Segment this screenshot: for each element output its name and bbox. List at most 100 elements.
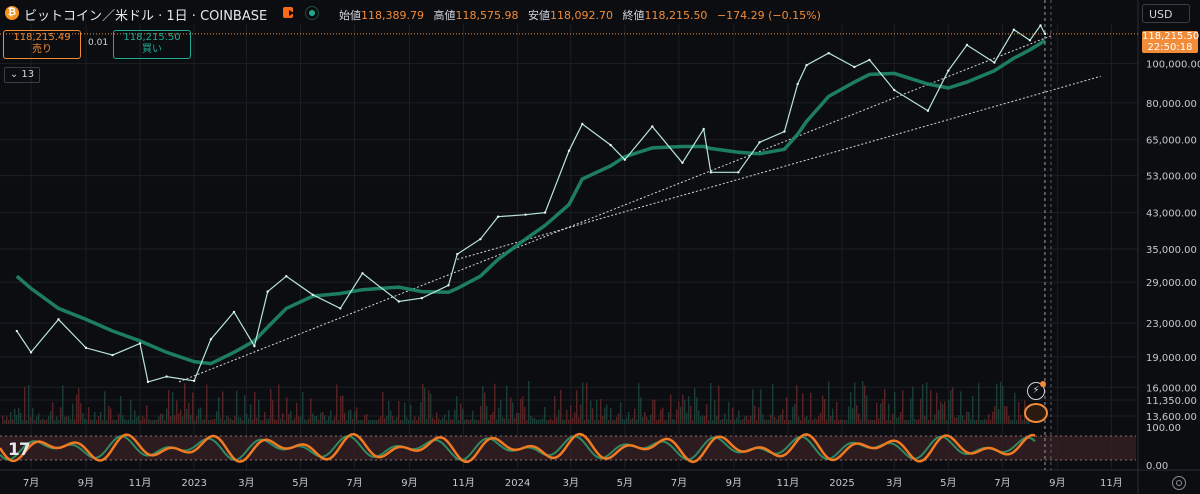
price-point bbox=[609, 143, 612, 147]
volume-bar bbox=[704, 415, 706, 424]
volume-bar bbox=[196, 415, 198, 424]
volume-bar bbox=[356, 407, 358, 424]
flag-icon[interactable] bbox=[283, 7, 294, 18]
volume-bar bbox=[638, 383, 640, 424]
price-point bbox=[827, 51, 830, 55]
volume-bar bbox=[648, 419, 650, 424]
volume-bar bbox=[176, 400, 178, 424]
price-point bbox=[479, 237, 482, 241]
volume-bar bbox=[880, 403, 882, 424]
symbol-title[interactable]: ビットコイン／米ドル · 1日 · COINBASE bbox=[24, 9, 268, 24]
volume-bar bbox=[514, 418, 516, 424]
volume-bar bbox=[226, 415, 228, 424]
currency-select[interactable]: USD bbox=[1142, 4, 1190, 23]
volume-bar bbox=[956, 418, 958, 424]
x-tick-label: 9月 bbox=[726, 477, 742, 489]
volume-bar bbox=[774, 417, 776, 424]
volume-bar bbox=[134, 410, 136, 424]
volume-bar bbox=[216, 411, 218, 424]
volume-bar bbox=[488, 419, 490, 424]
volume-bar bbox=[316, 415, 318, 424]
volume-bar bbox=[214, 418, 216, 424]
settings-icon[interactable] bbox=[1172, 476, 1186, 490]
volume-bar bbox=[48, 415, 50, 424]
volume-bar bbox=[1000, 381, 1002, 424]
volume-bar bbox=[208, 419, 210, 424]
volume-bar bbox=[424, 387, 426, 424]
volume-bar bbox=[466, 418, 468, 424]
volume-bar bbox=[150, 419, 152, 424]
price-point bbox=[947, 69, 950, 72]
volume-bar bbox=[574, 412, 576, 424]
volume-bar bbox=[970, 419, 972, 424]
volume-bar bbox=[792, 406, 794, 424]
volume-bar bbox=[832, 408, 834, 424]
volume-bar bbox=[532, 417, 534, 424]
tradingview-logo-icon[interactable]: 17 bbox=[8, 440, 31, 460]
volume-bar bbox=[764, 419, 766, 424]
alert-icon[interactable]: ⚡ bbox=[1027, 381, 1046, 400]
price-point bbox=[420, 296, 424, 300]
volume-bar bbox=[538, 419, 540, 424]
volume-bar bbox=[600, 398, 602, 424]
price-point bbox=[1012, 28, 1016, 31]
volume-bar bbox=[1014, 392, 1016, 424]
volume-bar bbox=[632, 418, 634, 424]
volume-bar bbox=[32, 407, 34, 424]
volume-bar bbox=[720, 419, 722, 424]
volume-bar bbox=[352, 418, 354, 424]
volume-bar bbox=[502, 417, 504, 424]
volume-bar bbox=[1008, 415, 1010, 424]
volume-bar bbox=[662, 407, 664, 424]
y-tick-label: 53,000.00 bbox=[1146, 172, 1197, 183]
volume-bar bbox=[354, 411, 356, 424]
volume-bar bbox=[86, 419, 88, 424]
volume-bar bbox=[652, 399, 654, 424]
volume-bar bbox=[366, 414, 368, 424]
event-icon[interactable] bbox=[1024, 403, 1048, 423]
volume-bar bbox=[446, 420, 448, 424]
volume-bar bbox=[990, 419, 992, 424]
volume-bar bbox=[620, 402, 622, 424]
volume-bar bbox=[590, 400, 592, 424]
volume-bar bbox=[708, 419, 710, 424]
moving-average-line bbox=[15, 38, 1046, 366]
volume-bar bbox=[848, 406, 850, 424]
y-tick-label: 65,000.00 bbox=[1146, 136, 1197, 147]
volume-bar bbox=[460, 403, 462, 424]
volume-bar bbox=[594, 419, 596, 424]
change-value: −174.29 (−0.15%) bbox=[716, 9, 821, 22]
x-tick-label: 7月 bbox=[23, 477, 39, 489]
volume-bar bbox=[118, 413, 120, 424]
volume-bar bbox=[278, 384, 280, 424]
volume-bar bbox=[30, 417, 32, 424]
volume-bar bbox=[922, 384, 924, 424]
volume-bar bbox=[762, 414, 764, 424]
volume-bar bbox=[212, 419, 214, 424]
volume-bar bbox=[784, 419, 786, 424]
volume-bar bbox=[696, 397, 698, 424]
volume-bar bbox=[200, 407, 202, 424]
sell-button[interactable]: 118,215.49 売り bbox=[3, 30, 81, 59]
volume-bar bbox=[852, 408, 854, 424]
volume-bar bbox=[802, 393, 804, 424]
volume-bar bbox=[524, 407, 526, 424]
volume-bar bbox=[798, 416, 800, 424]
volume-bar bbox=[470, 419, 472, 424]
buy-button[interactable]: 118,215.50 買い bbox=[113, 30, 191, 59]
volume-bar bbox=[874, 419, 876, 424]
price-point bbox=[623, 158, 627, 161]
volume-bar bbox=[426, 418, 428, 424]
volume-bar bbox=[504, 418, 506, 424]
volume-bar bbox=[174, 415, 176, 424]
volume-bar bbox=[644, 412, 646, 424]
volume-bar bbox=[830, 416, 832, 424]
volume-bar bbox=[558, 409, 560, 424]
volume-bar bbox=[960, 391, 962, 424]
volume-bar bbox=[334, 416, 336, 424]
volume-bar bbox=[68, 416, 70, 424]
volume-bar bbox=[84, 418, 86, 424]
indicator-toggle[interactable]: ⌄ 13 bbox=[4, 67, 40, 83]
last-price-tag: 118,215.50 22:50:18 bbox=[1142, 31, 1199, 53]
